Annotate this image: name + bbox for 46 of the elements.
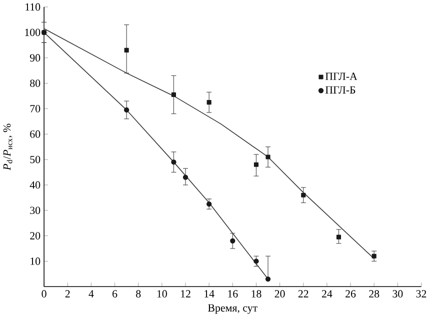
x-tick-label: 30	[392, 290, 403, 298]
x-tick-label: 18	[252, 290, 262, 298]
point	[265, 276, 271, 282]
point	[230, 238, 236, 244]
x-axis-title: Время, сут	[208, 304, 258, 314]
x-tick-label: 14	[204, 290, 214, 298]
y-tick-label: 10	[30, 257, 40, 265]
point	[266, 154, 270, 160]
x-tick-label: 22	[298, 290, 308, 298]
x-tick-label: 24	[322, 290, 332, 298]
x-tick-label: 12	[181, 290, 190, 298]
y-tick-label: 80	[30, 79, 40, 87]
x-tick-label: 20	[274, 290, 285, 298]
x-tick-label: 2	[65, 290, 70, 298]
x-tick-label: 10	[157, 290, 167, 298]
point	[336, 234, 342, 240]
point	[182, 174, 188, 180]
x-tick-label: 4	[88, 290, 94, 298]
point	[124, 48, 129, 52]
y-tick-label: 60	[30, 130, 40, 138]
y-tick-label: 70	[30, 104, 40, 112]
x-tick-label: 32	[416, 290, 426, 298]
point	[372, 254, 376, 258]
y-tick-label: 30	[30, 206, 40, 214]
y-tick-label: 20	[30, 232, 40, 240]
x-tick-label: 26	[346, 290, 356, 298]
point	[171, 159, 176, 164]
point	[254, 162, 259, 167]
x-tick-label: 28	[369, 290, 380, 298]
legend-label: ПГЛ-А	[325, 72, 358, 80]
x-tick-label: 0	[42, 290, 46, 298]
point	[301, 192, 306, 198]
y-tick-label: 40	[30, 181, 40, 188]
x-tick-label: 8	[136, 290, 141, 298]
y-tick-label: 110	[26, 3, 40, 10]
point	[206, 100, 212, 104]
y-tick-label: 50	[30, 156, 40, 163]
y-tick-label: 90	[30, 54, 40, 62]
point	[124, 107, 130, 112]
y-tick-label: 100	[25, 28, 40, 36]
x-tick-label: 6	[112, 290, 118, 298]
point	[254, 258, 259, 264]
point	[206, 201, 212, 206]
point	[171, 92, 176, 97]
x-tick-label: 16	[228, 290, 238, 298]
legend-label: ПГЛ-Б	[325, 86, 356, 94]
